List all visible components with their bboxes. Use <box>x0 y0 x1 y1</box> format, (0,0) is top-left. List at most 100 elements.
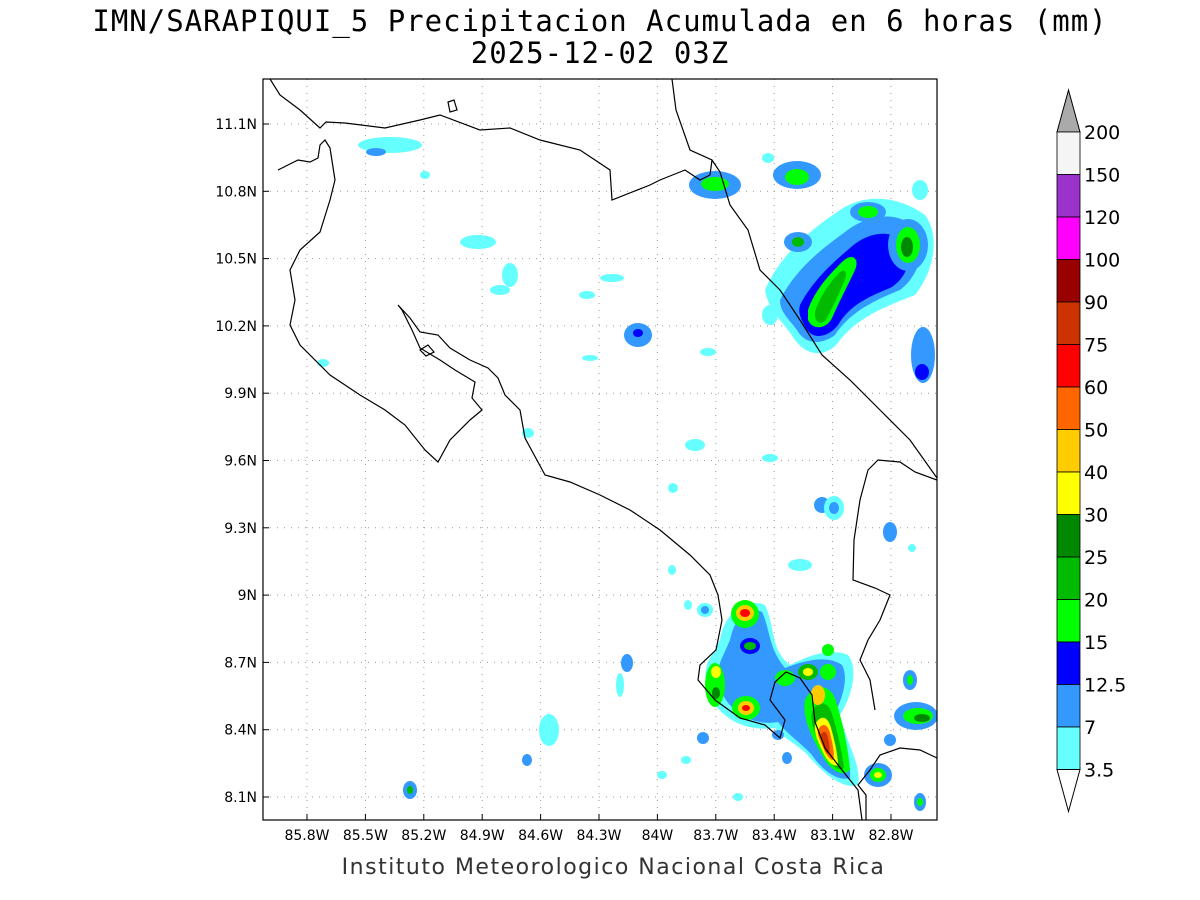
colorbar-segment <box>1056 301 1081 345</box>
lon-tick-label: 85.8W <box>284 828 329 844</box>
precip-cell <box>901 237 913 257</box>
lat-tick-label: 8.4N <box>224 723 257 739</box>
precip-cell <box>733 793 743 801</box>
panama-border <box>857 747 937 820</box>
map-timestamp: 2025-12-02 03Z <box>470 36 730 70</box>
lat-tick-label: 10.8N <box>215 184 257 200</box>
precip-cell <box>668 483 678 493</box>
precip-cell <box>874 772 882 778</box>
precip-cell <box>917 798 923 806</box>
precip-cell <box>762 305 778 325</box>
colorbar-segment <box>1056 514 1081 558</box>
precip-cell <box>681 756 691 764</box>
precip-cell <box>915 364 929 380</box>
colorbar-segment <box>1056 429 1081 473</box>
colorbar-segment <box>1056 216 1081 260</box>
coastline-pacific <box>277 139 863 820</box>
precip-cell <box>582 355 598 361</box>
precip-cell <box>539 714 559 746</box>
lat-tick-label: 10.2N <box>215 319 257 335</box>
colorbar-label: 7 <box>1084 717 1096 739</box>
precip-cell <box>700 348 716 356</box>
precip-cell <box>407 786 413 794</box>
colorbar: 200 150 120 100 90 75 60 50 40 30 25 20 15 12.5 7 3.5 <box>1056 88 1126 814</box>
colorbar-segment <box>1056 174 1081 218</box>
lat-tick-label: 8.7N <box>224 655 257 671</box>
precipitation-fields <box>317 137 937 811</box>
island-outline <box>419 344 435 357</box>
precip-cell <box>712 687 720 699</box>
precip-cell <box>742 705 750 711</box>
precip-cell <box>740 609 750 617</box>
precip-cell <box>782 752 792 764</box>
precip-cell <box>701 606 709 614</box>
precip-cell <box>744 642 756 650</box>
lon-tick-label: 85.5W <box>343 828 388 844</box>
map-title: IMN/SARAPIQUI_5 Precipitacion Acumulada … <box>92 4 1108 38</box>
precip-cell <box>685 439 705 451</box>
precip-cell <box>522 754 532 766</box>
lon-tick-label: 84W <box>642 828 674 844</box>
lat-tick-label: 11.1N <box>215 117 257 133</box>
precip-cell <box>912 180 928 200</box>
colorbar-segment <box>1056 344 1081 388</box>
map-frame <box>262 78 938 821</box>
island-outline <box>447 99 458 113</box>
precip-cell <box>858 206 878 218</box>
precip-cell <box>829 502 839 514</box>
footer-credit: Instituto Meteorologico Nacional Costa R… <box>341 855 886 880</box>
colorbar-label: 40 <box>1084 462 1108 484</box>
lon-tick-label: 83.4W <box>752 828 797 844</box>
lat-tick-label: 9N <box>238 588 257 604</box>
precip-cell <box>600 274 624 282</box>
precip-cell <box>616 673 624 697</box>
colorbar-segment <box>1056 726 1081 770</box>
colorbar-label: 30 <box>1084 505 1108 527</box>
precip-cell <box>684 600 692 610</box>
precip-cell <box>788 559 812 571</box>
colorbar-min-arrow <box>1056 769 1081 814</box>
lat-tick-label: 10.5N <box>215 252 257 268</box>
colorbar-label: 150 <box>1084 165 1120 187</box>
lat-tick-label: 9.3N <box>224 521 257 537</box>
precip-cell <box>668 565 676 575</box>
colorbar-segment <box>1056 556 1081 600</box>
colorbar-label: 15 <box>1084 632 1108 654</box>
colorbar-segment <box>1056 599 1081 643</box>
lon-tick-label: 83.1W <box>810 828 855 844</box>
precip-cell <box>621 654 633 672</box>
precip-cell <box>820 664 836 680</box>
axis-ticks: 85.8W 85.5W 85.2W 84.9W 84.6W 84.3W 84W 83.7W 83… <box>215 117 913 844</box>
lon-tick-label: 82.8W <box>868 828 913 844</box>
precip-cell <box>914 714 930 722</box>
precip-cell <box>711 666 721 678</box>
colorbar-label: 25 <box>1084 547 1108 569</box>
colorbar-label: 60 <box>1084 377 1108 399</box>
precip-cell <box>907 675 913 685</box>
colorbar-segment <box>1056 259 1081 303</box>
precip-cell <box>697 732 709 744</box>
colorbar-max-arrow <box>1056 88 1081 133</box>
colorbar-label: 200 <box>1084 122 1120 144</box>
colorbar-label: 20 <box>1084 590 1108 612</box>
precip-cell <box>785 169 809 185</box>
colorbar-segment <box>1056 471 1081 515</box>
precip-cell <box>460 235 496 249</box>
lon-tick-label: 84.9W <box>460 828 505 844</box>
colorbar-segment <box>1056 386 1081 430</box>
precip-cell <box>579 291 595 299</box>
colorbar-label: 90 <box>1084 292 1108 314</box>
nicaragua-border <box>269 79 713 201</box>
precip-cell <box>633 329 643 337</box>
colorbar-segment <box>1056 684 1081 728</box>
precip-cell <box>803 668 813 676</box>
lon-tick-label: 83.7W <box>693 828 738 844</box>
coastline-caribbean <box>671 79 937 479</box>
precip-cell <box>884 734 896 746</box>
lat-tick-label: 8.1N <box>224 790 257 806</box>
colorbar-label: 100 <box>1084 250 1120 272</box>
country-borders <box>269 79 937 820</box>
map-gridlines <box>263 79 937 820</box>
precip-cell <box>420 171 430 179</box>
